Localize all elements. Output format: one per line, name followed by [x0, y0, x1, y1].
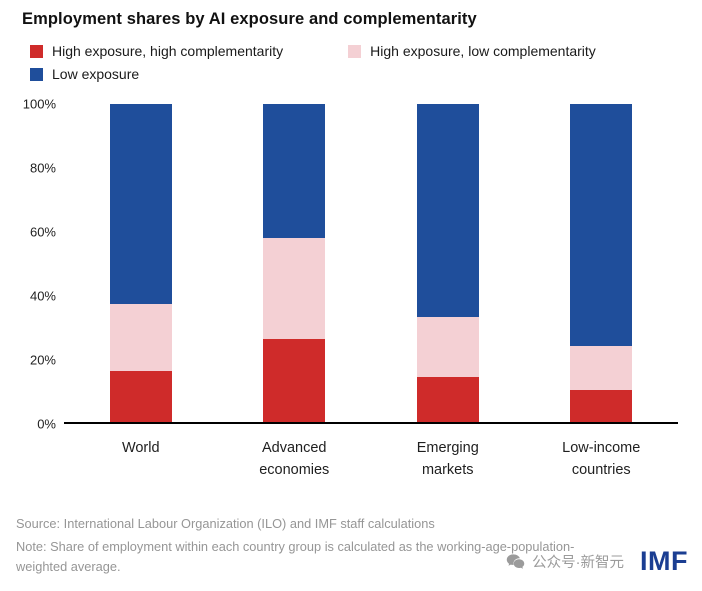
y-tick-label: 20% [29, 352, 56, 368]
watermark: 公众号·新智元 IMF [505, 546, 688, 577]
legend-item-2: Low exposure [30, 66, 348, 82]
category-cell: Low-income countries [525, 424, 679, 482]
bar-segment [416, 104, 479, 318]
bar-segment [109, 371, 172, 422]
y-axis: 0% 20% 40% 60% 80% 100% [16, 97, 64, 432]
chart-area: 0% 20% 40% 60% 80% 100% [16, 97, 686, 432]
note-text: Note: Share of employment within each co… [16, 539, 575, 575]
category-cell: Advanced economies [218, 424, 372, 482]
stacked-bar-2 [416, 104, 479, 422]
wechat-icon [505, 551, 526, 572]
y-tick-label: 60% [29, 224, 56, 240]
category-axis: World Advanced economies Emerging markets L… [64, 424, 686, 482]
legend-label: Low exposure [52, 66, 140, 82]
bar-segment [416, 377, 479, 422]
bar-cell [371, 104, 525, 422]
page-title: Employment shares by AI exposure and com… [22, 10, 477, 28]
plot-area [64, 104, 678, 424]
bar-segment [263, 339, 326, 422]
bar-segment [109, 304, 172, 372]
legend-swatch [348, 44, 362, 58]
stacked-bar-0 [109, 104, 172, 422]
legend: High exposure, high complementarity High … [16, 43, 686, 82]
stacked-bar-3 [570, 104, 633, 422]
bar-segment [416, 317, 479, 378]
stacked-bar-1 [263, 104, 326, 422]
bar-segment [570, 390, 633, 422]
bar-segment [109, 104, 172, 305]
footer: Source: International Labour Organizatio… [16, 514, 586, 577]
category-label: Advanced economies [259, 440, 330, 478]
legend-item-0: High exposure, high complementarity [30, 43, 348, 59]
category-label: World [121, 440, 160, 456]
watermark-text: 公众号·新智元 [532, 555, 624, 571]
legend-item-1: High exposure, low complementarity [348, 43, 666, 59]
bar-segment [263, 237, 326, 340]
y-tick-label: 80% [29, 160, 56, 176]
bar-cell [64, 104, 218, 422]
bar-segment [263, 104, 326, 238]
bar-segment [570, 345, 633, 391]
category-label: Emerging markets [416, 440, 479, 478]
legend-label: High exposure, high complementarity [52, 43, 284, 59]
legend-swatch [30, 67, 43, 81]
legend-label: High exposure, low complementarity [370, 43, 596, 59]
bar-cell [525, 104, 679, 422]
y-tick-label: 100% [22, 96, 56, 112]
bar-cell [218, 104, 372, 422]
category-cell: World [64, 424, 218, 482]
category-label: Low-income countries [562, 440, 641, 478]
legend-swatch [30, 44, 43, 58]
imf-logo: IMF [640, 546, 688, 576]
y-tick-label: 0% [37, 416, 56, 432]
y-tick-label: 40% [29, 288, 56, 304]
bar-segment [570, 104, 633, 346]
source-text: Source: International Labour Organizatio… [16, 515, 435, 531]
category-cell: Emerging markets [371, 424, 525, 482]
